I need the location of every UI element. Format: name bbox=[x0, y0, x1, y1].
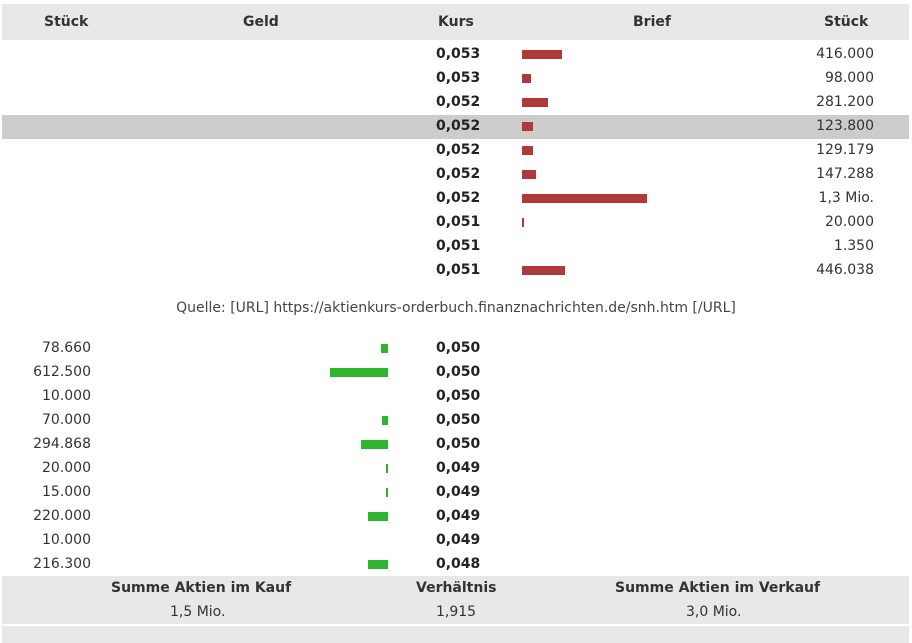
bid-kurs: 0,050 bbox=[436, 340, 481, 356]
sum-buy-value: 1,5 Mio. bbox=[170, 604, 226, 620]
sum-sell-label: Summe Aktien im Verkauf bbox=[615, 580, 821, 596]
header-stueck-right: Stück bbox=[824, 14, 869, 30]
ask-stueck: 281.200 bbox=[816, 94, 874, 110]
bid-stueck: 78.660 bbox=[42, 340, 91, 356]
ask-volume-bar bbox=[522, 122, 533, 131]
bid-volume-bar bbox=[382, 416, 388, 425]
source-text: Quelle: [URL] https://aktienkurs-orderbu… bbox=[176, 300, 736, 316]
bid-kurs: 0,049 bbox=[436, 532, 481, 548]
bid-stueck: 70.000 bbox=[42, 412, 91, 428]
ask-volume-bar bbox=[522, 218, 524, 227]
ask-kurs: 0,052 bbox=[436, 142, 481, 158]
bid-stueck: 20.000 bbox=[42, 460, 91, 476]
ask-volume-bar bbox=[522, 50, 562, 59]
bid-volume-bar bbox=[330, 368, 388, 377]
ask-stueck: 123.800 bbox=[816, 118, 874, 134]
ask-volume-bar bbox=[522, 170, 536, 179]
bid-kurs: 0,050 bbox=[436, 364, 481, 380]
bid-kurs: 0,049 bbox=[436, 484, 481, 500]
bid-volume-bar bbox=[386, 464, 388, 473]
bid-kurs: 0,050 bbox=[436, 412, 481, 428]
header-geld: Geld bbox=[243, 14, 279, 30]
ask-kurs: 0,051 bbox=[436, 262, 481, 278]
bid-stueck: 216.300 bbox=[33, 556, 91, 572]
ask-stueck: 416.000 bbox=[816, 46, 874, 62]
ask-stueck: 20.000 bbox=[825, 214, 874, 230]
header-brief: Brief bbox=[633, 14, 671, 30]
ask-kurs: 0,052 bbox=[436, 118, 481, 134]
ask-stueck: 1,3 Mio. bbox=[818, 190, 874, 206]
bid-kurs: 0,049 bbox=[436, 508, 481, 524]
header-stueck-left: Stück bbox=[44, 14, 89, 30]
ask-stueck: 129.179 bbox=[816, 142, 874, 158]
ask-volume-bar bbox=[522, 98, 548, 107]
bid-volume-bar bbox=[386, 488, 388, 497]
bid-kurs: 0,050 bbox=[436, 436, 481, 452]
ask-stueck: 1.350 bbox=[833, 238, 874, 254]
bid-stueck: 10.000 bbox=[42, 532, 91, 548]
ask-stueck: 98.000 bbox=[825, 70, 874, 86]
ask-kurs: 0,051 bbox=[436, 238, 481, 254]
ask-row bbox=[2, 115, 909, 139]
bid-volume-bar bbox=[368, 512, 388, 521]
footer-strip bbox=[2, 626, 909, 643]
ratio-value: 1,915 bbox=[436, 604, 477, 620]
bid-kurs: 0,049 bbox=[436, 460, 481, 476]
bid-volume-bar bbox=[361, 440, 388, 449]
ask-kurs: 0,052 bbox=[436, 166, 481, 182]
sum-sell-value: 3,0 Mio. bbox=[686, 604, 742, 620]
bid-stueck: 612.500 bbox=[33, 364, 91, 380]
ask-stueck: 446.038 bbox=[816, 262, 874, 278]
bid-stueck: 294.868 bbox=[33, 436, 91, 452]
header-kurs: Kurs bbox=[438, 14, 474, 30]
bid-volume-bar bbox=[381, 344, 388, 353]
ask-kurs: 0,051 bbox=[436, 214, 481, 230]
bid-stueck: 15.000 bbox=[42, 484, 91, 500]
ask-volume-bar bbox=[522, 146, 533, 155]
bid-stueck: 10.000 bbox=[42, 388, 91, 404]
ask-volume-bar bbox=[522, 194, 647, 203]
orderbook-header bbox=[2, 4, 909, 40]
bid-kurs: 0,048 bbox=[436, 556, 481, 572]
ask-kurs: 0,052 bbox=[436, 190, 481, 206]
ask-volume-bar bbox=[522, 74, 531, 83]
bid-kurs: 0,050 bbox=[436, 388, 481, 404]
ask-kurs: 0,053 bbox=[436, 46, 481, 62]
summary-footer bbox=[2, 576, 909, 624]
ask-kurs: 0,052 bbox=[436, 94, 481, 110]
ask-stueck: 147.288 bbox=[816, 166, 874, 182]
sum-buy-label: Summe Aktien im Kauf bbox=[111, 580, 292, 596]
ask-volume-bar bbox=[522, 266, 565, 275]
ratio-label: Verhältnis bbox=[416, 580, 497, 596]
ask-kurs: 0,053 bbox=[436, 70, 481, 86]
bid-volume-bar bbox=[368, 560, 388, 569]
bid-stueck: 220.000 bbox=[33, 508, 91, 524]
